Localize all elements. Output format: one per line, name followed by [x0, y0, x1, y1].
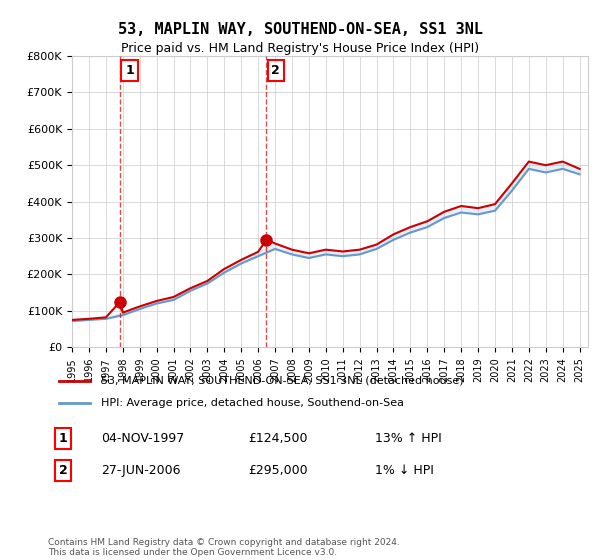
Text: 27-JUN-2006: 27-JUN-2006: [101, 464, 181, 477]
Text: 2: 2: [59, 464, 67, 477]
Text: 1: 1: [125, 64, 134, 77]
Text: 1% ↓ HPI: 1% ↓ HPI: [376, 464, 434, 477]
Text: 53, MAPLIN WAY, SOUTHEND-ON-SEA, SS1 3NL: 53, MAPLIN WAY, SOUTHEND-ON-SEA, SS1 3NL: [118, 22, 482, 38]
Text: Contains HM Land Registry data © Crown copyright and database right 2024.
This d: Contains HM Land Registry data © Crown c…: [48, 538, 400, 557]
Text: Price paid vs. HM Land Registry's House Price Index (HPI): Price paid vs. HM Land Registry's House …: [121, 42, 479, 55]
Text: 53, MAPLIN WAY, SOUTHEND-ON-SEA, SS1 3NL (detached house): 53, MAPLIN WAY, SOUTHEND-ON-SEA, SS1 3NL…: [101, 376, 463, 386]
Text: 1: 1: [59, 432, 67, 445]
Text: 2: 2: [271, 64, 280, 77]
Text: 13% ↑ HPI: 13% ↑ HPI: [376, 432, 442, 445]
Text: £124,500: £124,500: [248, 432, 308, 445]
Text: HPI: Average price, detached house, Southend-on-Sea: HPI: Average price, detached house, Sout…: [101, 398, 404, 408]
Text: 04-NOV-1997: 04-NOV-1997: [101, 432, 184, 445]
Text: £295,000: £295,000: [248, 464, 308, 477]
